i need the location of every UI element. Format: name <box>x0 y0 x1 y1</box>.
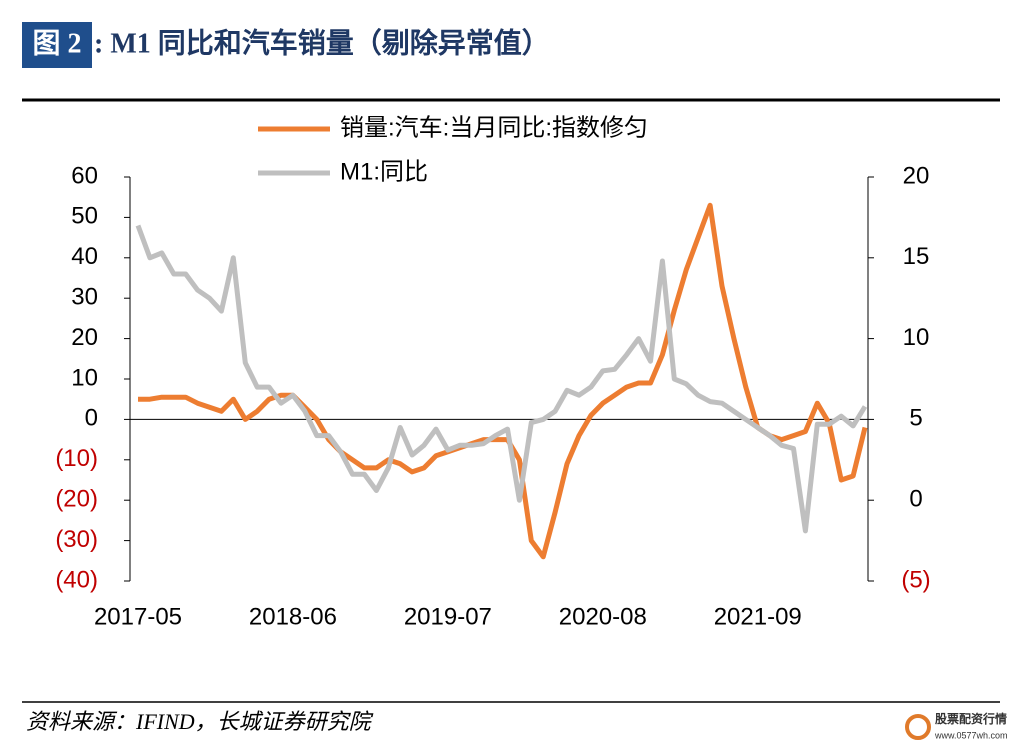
y-tick-label: 60 <box>71 162 98 189</box>
watermark-logo <box>905 714 931 740</box>
watermark-url: www.0577wh.com <box>934 730 1008 740</box>
y2-tick-label: 10 <box>903 324 930 351</box>
x-tick-label: 2021-09 <box>714 603 802 630</box>
chart-title: : M1 同比和汽车销量（剔除异常值） <box>94 26 550 59</box>
y-tick-label: 30 <box>71 284 98 311</box>
figure-label: 图 2 <box>32 28 81 59</box>
legend-label: 销量:汽车:当月同比:指数修匀 <box>340 114 648 141</box>
y-tick-label: 20 <box>71 324 98 351</box>
y-tick-label: (30) <box>55 526 98 553</box>
series-line <box>138 202 868 560</box>
y-tick-label: (10) <box>55 445 98 472</box>
y-tick-label: 0 <box>85 405 98 432</box>
figure-label-box <box>22 22 92 68</box>
y2-tick-label: 0 <box>909 486 922 513</box>
legend-label: M1:同比 <box>340 158 428 185</box>
x-tick-label: 2018-06 <box>249 603 337 630</box>
y-tick-label: 40 <box>71 243 98 270</box>
watermark-text: 股票配资行情 <box>935 711 1007 726</box>
y2-tick-label: 15 <box>903 243 930 270</box>
x-tick-label: 2019-07 <box>404 603 492 630</box>
y-tick-label: 10 <box>71 364 98 391</box>
y2-tick-label: (5) <box>901 566 930 593</box>
x-tick-label: 2020-08 <box>559 603 647 630</box>
x-tick-label: 2017-05 <box>94 603 182 630</box>
y-tick-label: (40) <box>55 566 98 593</box>
series-line <box>135 224 868 534</box>
y2-tick-label: 20 <box>903 162 930 189</box>
source-note: 资料来源：IFIND，长城证券研究院 <box>26 709 374 734</box>
y2-tick-label: 5 <box>909 405 922 432</box>
y-tick-label: (20) <box>55 486 98 513</box>
y-tick-label: 50 <box>71 203 98 230</box>
